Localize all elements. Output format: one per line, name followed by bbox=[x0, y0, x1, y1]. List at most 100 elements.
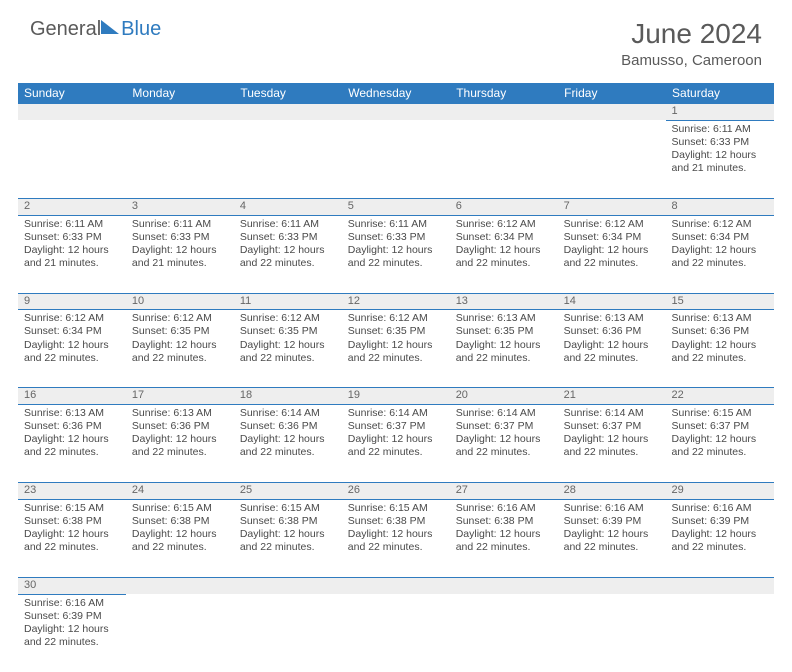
sunrise-text: Sunrise: 6:13 AM bbox=[672, 312, 768, 325]
weekday-header: Saturday bbox=[666, 83, 774, 104]
day-cell bbox=[450, 594, 558, 672]
daylight-text: Daylight: 12 hours and 22 minutes. bbox=[672, 433, 768, 459]
day-number-cell: 1 bbox=[666, 104, 774, 121]
day-cell: Sunrise: 6:12 AMSunset: 6:34 PMDaylight:… bbox=[450, 215, 558, 293]
daylight-text: Daylight: 12 hours and 22 minutes. bbox=[132, 528, 228, 554]
sunset-text: Sunset: 6:33 PM bbox=[348, 231, 444, 244]
day-number-cell: 11 bbox=[234, 293, 342, 310]
daylight-text: Daylight: 12 hours and 22 minutes. bbox=[24, 528, 120, 554]
day-cell: Sunrise: 6:12 AMSunset: 6:35 PMDaylight:… bbox=[342, 310, 450, 388]
day-number-cell: 20 bbox=[450, 388, 558, 405]
day-number-cell: 5 bbox=[342, 198, 450, 215]
day-number-cell bbox=[558, 577, 666, 594]
day-number-cell: 17 bbox=[126, 388, 234, 405]
daylight-text: Daylight: 12 hours and 22 minutes. bbox=[240, 244, 336, 270]
daylight-text: Daylight: 12 hours and 22 minutes. bbox=[672, 244, 768, 270]
day-number-cell bbox=[234, 577, 342, 594]
day-cell: Sunrise: 6:14 AMSunset: 6:37 PMDaylight:… bbox=[450, 405, 558, 483]
daylight-text: Daylight: 12 hours and 22 minutes. bbox=[240, 339, 336, 365]
sunrise-text: Sunrise: 6:12 AM bbox=[672, 218, 768, 231]
week-row: Sunrise: 6:15 AMSunset: 6:38 PMDaylight:… bbox=[18, 499, 774, 577]
day-number-cell: 4 bbox=[234, 198, 342, 215]
day-number-cell: 21 bbox=[558, 388, 666, 405]
title-block: June 2024 Bamusso, Cameroon bbox=[621, 18, 762, 69]
day-cell bbox=[126, 120, 234, 198]
day-cell bbox=[234, 594, 342, 672]
day-cell: Sunrise: 6:15 AMSunset: 6:38 PMDaylight:… bbox=[234, 499, 342, 577]
calendar-table: SundayMondayTuesdayWednesdayThursdayFrid… bbox=[18, 83, 774, 672]
sunrise-text: Sunrise: 6:15 AM bbox=[348, 502, 444, 515]
brand-text-1: General bbox=[30, 18, 101, 41]
day-cell: Sunrise: 6:12 AMSunset: 6:35 PMDaylight:… bbox=[234, 310, 342, 388]
day-cell: Sunrise: 6:16 AMSunset: 6:39 PMDaylight:… bbox=[666, 499, 774, 577]
day-cell bbox=[234, 120, 342, 198]
sunrise-text: Sunrise: 6:12 AM bbox=[456, 218, 552, 231]
daylight-text: Daylight: 12 hours and 21 minutes. bbox=[24, 244, 120, 270]
weekday-header: Thursday bbox=[450, 83, 558, 104]
daylight-text: Daylight: 12 hours and 22 minutes. bbox=[564, 339, 660, 365]
daylight-text: Daylight: 12 hours and 22 minutes. bbox=[348, 528, 444, 554]
day-number-cell: 29 bbox=[666, 483, 774, 500]
day-number-cell bbox=[342, 104, 450, 121]
sunrise-text: Sunrise: 6:15 AM bbox=[132, 502, 228, 515]
week-row: Sunrise: 6:16 AMSunset: 6:39 PMDaylight:… bbox=[18, 594, 774, 672]
day-number-row: 16171819202122 bbox=[18, 388, 774, 405]
day-cell: Sunrise: 6:15 AMSunset: 6:38 PMDaylight:… bbox=[342, 499, 450, 577]
day-number-cell bbox=[126, 577, 234, 594]
sunset-text: Sunset: 6:38 PM bbox=[132, 515, 228, 528]
sunset-text: Sunset: 6:37 PM bbox=[348, 420, 444, 433]
day-cell: Sunrise: 6:13 AMSunset: 6:36 PMDaylight:… bbox=[126, 405, 234, 483]
sunset-text: Sunset: 6:33 PM bbox=[672, 136, 768, 149]
day-cell: Sunrise: 6:14 AMSunset: 6:37 PMDaylight:… bbox=[342, 405, 450, 483]
sunrise-text: Sunrise: 6:12 AM bbox=[24, 312, 120, 325]
day-number-row: 23242526272829 bbox=[18, 483, 774, 500]
daylight-text: Daylight: 12 hours and 22 minutes. bbox=[456, 339, 552, 365]
daylight-text: Daylight: 12 hours and 21 minutes. bbox=[132, 244, 228, 270]
sunset-text: Sunset: 6:37 PM bbox=[456, 420, 552, 433]
day-cell bbox=[450, 120, 558, 198]
sunrise-text: Sunrise: 6:12 AM bbox=[348, 312, 444, 325]
sunset-text: Sunset: 6:35 PM bbox=[132, 325, 228, 338]
sunset-text: Sunset: 6:36 PM bbox=[564, 325, 660, 338]
daylight-text: Daylight: 12 hours and 22 minutes. bbox=[24, 339, 120, 365]
day-number-cell bbox=[342, 577, 450, 594]
daylight-text: Daylight: 12 hours and 22 minutes. bbox=[348, 433, 444, 459]
page-subtitle: Bamusso, Cameroon bbox=[621, 52, 762, 69]
sunset-text: Sunset: 6:36 PM bbox=[24, 420, 120, 433]
day-cell: Sunrise: 6:14 AMSunset: 6:36 PMDaylight:… bbox=[234, 405, 342, 483]
daylight-text: Daylight: 12 hours and 22 minutes. bbox=[132, 433, 228, 459]
sunset-text: Sunset: 6:35 PM bbox=[456, 325, 552, 338]
sunset-text: Sunset: 6:38 PM bbox=[240, 515, 336, 528]
day-cell bbox=[126, 594, 234, 672]
day-number-cell: 26 bbox=[342, 483, 450, 500]
day-number-cell: 30 bbox=[18, 577, 126, 594]
brand-logo: General Blue bbox=[30, 18, 161, 41]
sunset-text: Sunset: 6:36 PM bbox=[132, 420, 228, 433]
day-cell: Sunrise: 6:15 AMSunset: 6:38 PMDaylight:… bbox=[18, 499, 126, 577]
weekday-header: Tuesday bbox=[234, 83, 342, 104]
sunrise-text: Sunrise: 6:12 AM bbox=[132, 312, 228, 325]
weekday-header: Monday bbox=[126, 83, 234, 104]
day-cell: Sunrise: 6:12 AMSunset: 6:34 PMDaylight:… bbox=[666, 215, 774, 293]
day-cell bbox=[342, 120, 450, 198]
sunset-text: Sunset: 6:39 PM bbox=[564, 515, 660, 528]
sunset-text: Sunset: 6:36 PM bbox=[240, 420, 336, 433]
sunset-text: Sunset: 6:38 PM bbox=[348, 515, 444, 528]
sunset-text: Sunset: 6:34 PM bbox=[672, 231, 768, 244]
day-number-cell bbox=[666, 577, 774, 594]
sail-icon bbox=[101, 20, 119, 34]
daylight-text: Daylight: 12 hours and 22 minutes. bbox=[240, 528, 336, 554]
day-number-row: 30 bbox=[18, 577, 774, 594]
week-row: Sunrise: 6:11 AMSunset: 6:33 PMDaylight:… bbox=[18, 120, 774, 198]
sunrise-text: Sunrise: 6:15 AM bbox=[24, 502, 120, 515]
sunset-text: Sunset: 6:38 PM bbox=[456, 515, 552, 528]
day-number-cell bbox=[450, 104, 558, 121]
daylight-text: Daylight: 12 hours and 22 minutes. bbox=[132, 339, 228, 365]
sunset-text: Sunset: 6:34 PM bbox=[564, 231, 660, 244]
sunrise-text: Sunrise: 6:16 AM bbox=[24, 597, 120, 610]
day-number-cell: 27 bbox=[450, 483, 558, 500]
sunrise-text: Sunrise: 6:16 AM bbox=[672, 502, 768, 515]
weekday-header: Wednesday bbox=[342, 83, 450, 104]
day-number-cell: 6 bbox=[450, 198, 558, 215]
day-cell bbox=[666, 594, 774, 672]
